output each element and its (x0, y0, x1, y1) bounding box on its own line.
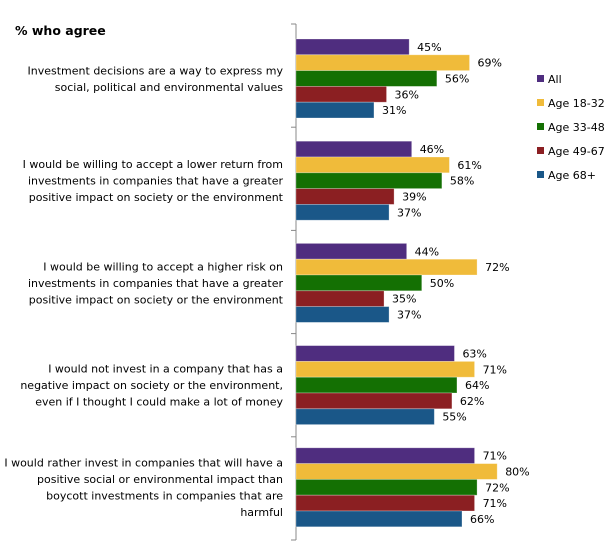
legend-swatch (537, 75, 544, 82)
bar (295, 188, 395, 205)
legend-label: Age 68+ (548, 169, 596, 182)
category-label: I would be willing to accept a higher ri… (28, 260, 284, 306)
data-label: 61% (457, 159, 481, 172)
data-label: 35% (392, 293, 416, 306)
data-label: 50% (430, 277, 454, 290)
bar (295, 408, 435, 425)
legend-label: Age 49-67 (548, 145, 605, 158)
legend-swatch (537, 171, 544, 178)
bar (295, 510, 463, 528)
bar (295, 258, 478, 276)
data-label: 58% (450, 175, 474, 188)
data-label: 55% (442, 411, 466, 424)
bar (295, 70, 438, 87)
data-label: 44% (415, 245, 439, 258)
legend-swatch (537, 99, 544, 106)
data-label: 63% (462, 348, 486, 361)
bar (295, 376, 458, 394)
bar (295, 156, 450, 174)
bar (295, 38, 410, 56)
bar (295, 463, 498, 480)
data-label: 31% (382, 104, 406, 117)
bar (295, 86, 387, 103)
category-axis (291, 23, 297, 541)
legend-item: Age 18-32 (537, 97, 605, 110)
category-label: I would not invest in a company that has… (20, 363, 283, 409)
bar (295, 101, 375, 119)
legend: All Age 18-32 Age 33-48 Age 49-67 Age 68+ (537, 73, 605, 182)
chart-title: % who agree (15, 23, 106, 38)
bar (295, 360, 475, 378)
bar (295, 478, 478, 496)
bar (295, 290, 385, 307)
legend-label: Age 33-48 (548, 121, 605, 134)
data-label: 69% (478, 57, 502, 70)
data-label: 66% (470, 513, 494, 526)
data-label: 71% (483, 363, 507, 376)
legend-item: Age 68+ (537, 169, 596, 182)
bar (295, 54, 470, 71)
data-label: 37% (397, 309, 421, 322)
data-label: 64% (465, 379, 489, 392)
legend-swatch (537, 123, 544, 130)
legend-item: Age 33-48 (537, 121, 605, 134)
legend-item: Age 49-67 (537, 145, 605, 158)
bar (295, 447, 475, 464)
legend-label: All (548, 73, 562, 86)
legend-label: Age 18-32 (548, 97, 605, 110)
bar (295, 203, 390, 221)
category-label: Investment decisions are a way to expres… (28, 64, 284, 94)
data-label: 72% (485, 261, 509, 274)
category-label: I would rather invest in companies that … (4, 457, 283, 520)
data-label: 37% (397, 206, 421, 219)
bar (295, 172, 443, 190)
data-label: 56% (445, 73, 469, 86)
bar (295, 494, 475, 512)
bar (295, 274, 423, 292)
data-label: 46% (420, 143, 444, 156)
bar (295, 345, 455, 362)
data-label: 80% (505, 466, 529, 479)
data-label: 39% (402, 191, 426, 204)
category-labels: Investment decisions are a way to expres… (4, 64, 283, 519)
legend-swatch (537, 147, 544, 154)
data-label: 71% (483, 450, 507, 463)
data-label: 62% (460, 395, 484, 408)
bar (295, 392, 453, 410)
data-label: 71% (483, 497, 507, 510)
bars: 45% 69% 56% 36% 31% 46% 61% 58% 39% 37% 44% 72% 50% 3… (295, 38, 530, 528)
bar (295, 306, 390, 323)
category-label: I would be willing to accept a lower ret… (23, 158, 284, 204)
bar (295, 140, 413, 158)
data-label: 36% (395, 88, 419, 101)
data-label: 45% (417, 41, 441, 54)
bar (295, 242, 408, 260)
legend-item: All (537, 73, 562, 86)
data-label: 72% (485, 481, 509, 494)
